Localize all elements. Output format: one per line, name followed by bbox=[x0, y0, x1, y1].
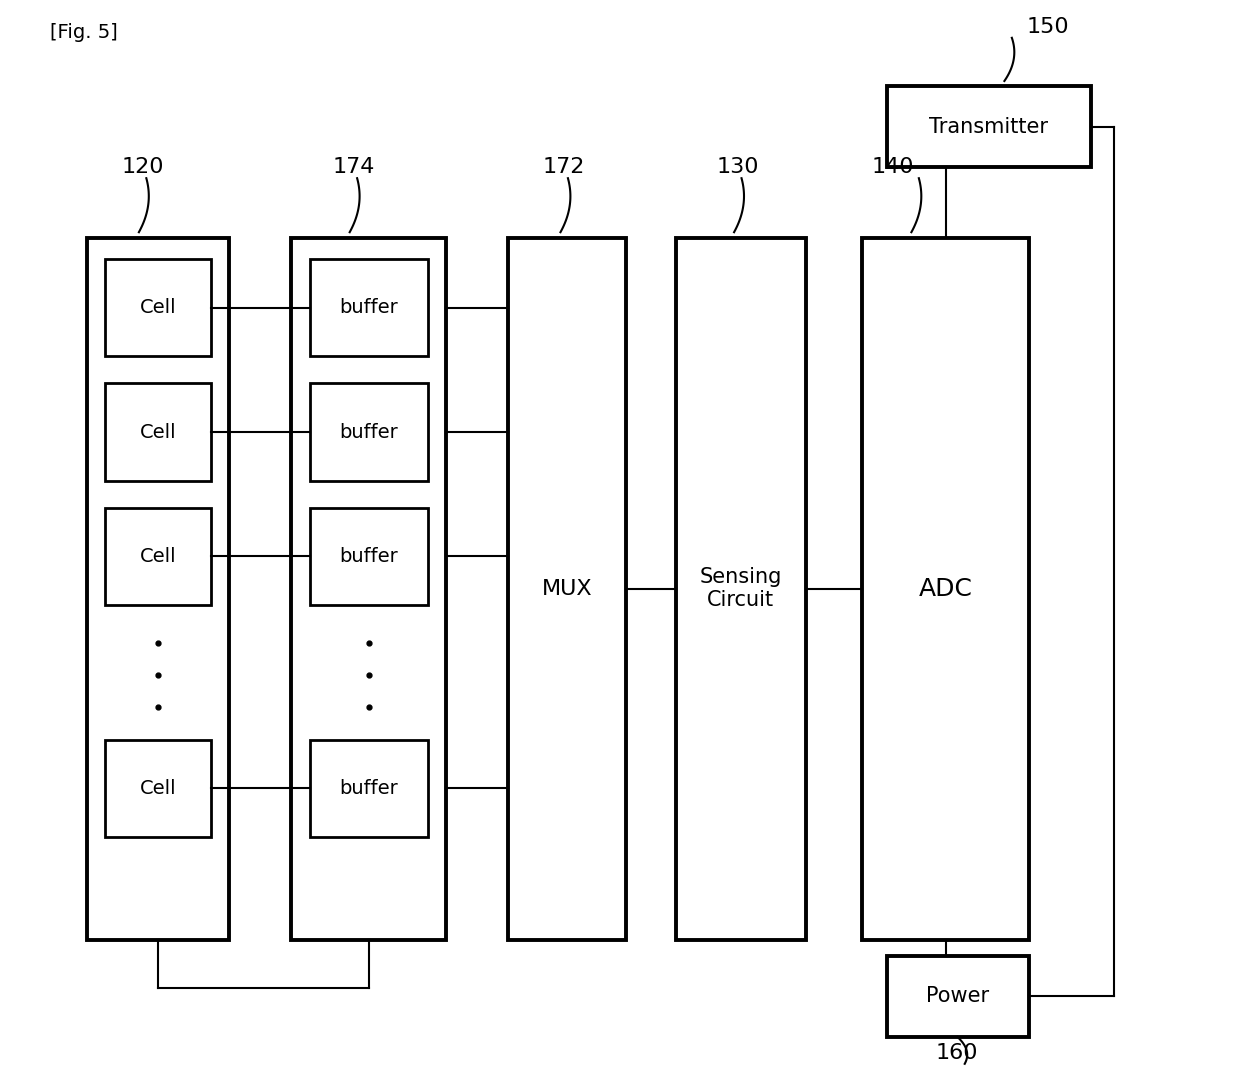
Bar bbox=[105, 508, 211, 605]
Bar bbox=[105, 740, 211, 837]
Text: 174: 174 bbox=[332, 158, 374, 177]
Text: 140: 140 bbox=[872, 158, 914, 177]
Text: 160: 160 bbox=[936, 1043, 978, 1063]
Text: ADC: ADC bbox=[919, 577, 972, 600]
Text: buffer: buffer bbox=[340, 546, 398, 566]
Text: Sensing
Circuit: Sensing Circuit bbox=[699, 567, 782, 610]
Text: buffer: buffer bbox=[340, 779, 398, 798]
Bar bbox=[887, 956, 1029, 1037]
Bar bbox=[87, 238, 229, 940]
Text: 130: 130 bbox=[717, 158, 759, 177]
Text: buffer: buffer bbox=[340, 298, 398, 318]
Text: 150: 150 bbox=[1027, 17, 1069, 37]
Text: [Fig. 5]: [Fig. 5] bbox=[50, 23, 118, 42]
Bar bbox=[310, 740, 428, 837]
Text: Power: Power bbox=[926, 986, 990, 1007]
Text: buffer: buffer bbox=[340, 422, 398, 442]
Bar bbox=[887, 86, 1091, 167]
Bar bbox=[862, 238, 1029, 940]
Text: Cell: Cell bbox=[140, 298, 176, 318]
Text: 120: 120 bbox=[122, 158, 164, 177]
Text: Cell: Cell bbox=[140, 422, 176, 442]
Bar bbox=[105, 259, 211, 356]
Text: MUX: MUX bbox=[542, 579, 593, 598]
Text: Transmitter: Transmitter bbox=[930, 117, 1048, 137]
Bar bbox=[105, 383, 211, 481]
Bar bbox=[310, 508, 428, 605]
Bar bbox=[676, 238, 806, 940]
Bar bbox=[291, 238, 446, 940]
Text: 172: 172 bbox=[543, 158, 585, 177]
Text: Cell: Cell bbox=[140, 546, 176, 566]
Bar bbox=[310, 383, 428, 481]
Bar bbox=[310, 259, 428, 356]
Bar bbox=[508, 238, 626, 940]
Text: Cell: Cell bbox=[140, 779, 176, 798]
